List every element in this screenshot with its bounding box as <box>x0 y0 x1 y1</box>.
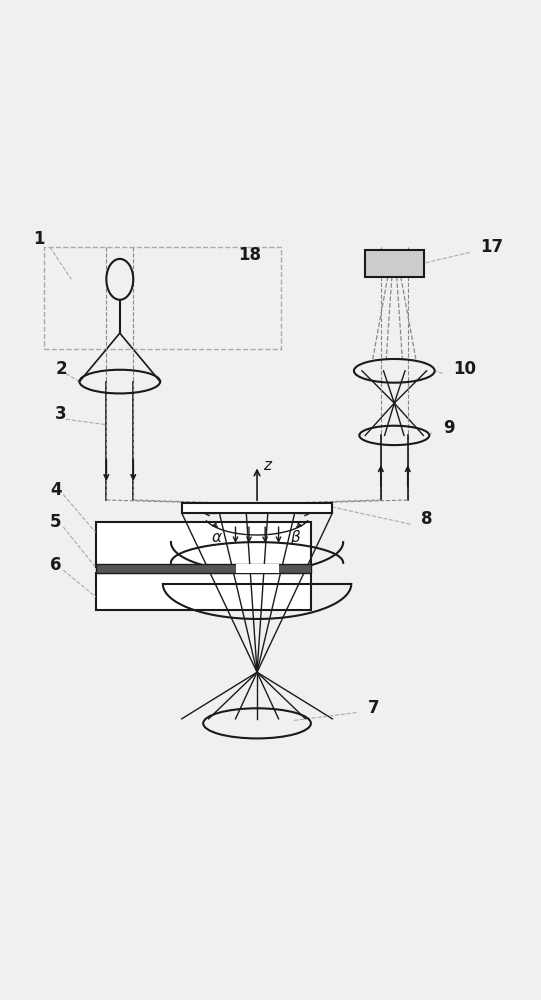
Text: 10: 10 <box>453 360 477 378</box>
Text: 9: 9 <box>443 419 454 437</box>
FancyBboxPatch shape <box>96 564 311 573</box>
FancyBboxPatch shape <box>96 573 311 610</box>
Text: 1: 1 <box>34 230 45 248</box>
Text: 3: 3 <box>55 405 67 423</box>
Text: $\alpha$: $\alpha$ <box>211 530 222 545</box>
Text: $\beta$: $\beta$ <box>290 528 301 547</box>
Text: 5: 5 <box>50 513 61 531</box>
Text: 8: 8 <box>421 510 433 528</box>
Text: 7: 7 <box>367 699 379 717</box>
FancyBboxPatch shape <box>96 522 311 567</box>
FancyBboxPatch shape <box>235 564 279 573</box>
Text: 17: 17 <box>480 238 504 256</box>
Text: 18: 18 <box>238 246 261 264</box>
FancyBboxPatch shape <box>365 250 424 277</box>
Text: 6: 6 <box>50 556 61 574</box>
FancyBboxPatch shape <box>182 503 332 513</box>
Text: z: z <box>263 458 272 473</box>
Text: 4: 4 <box>50 481 62 499</box>
Text: 2: 2 <box>55 360 67 378</box>
